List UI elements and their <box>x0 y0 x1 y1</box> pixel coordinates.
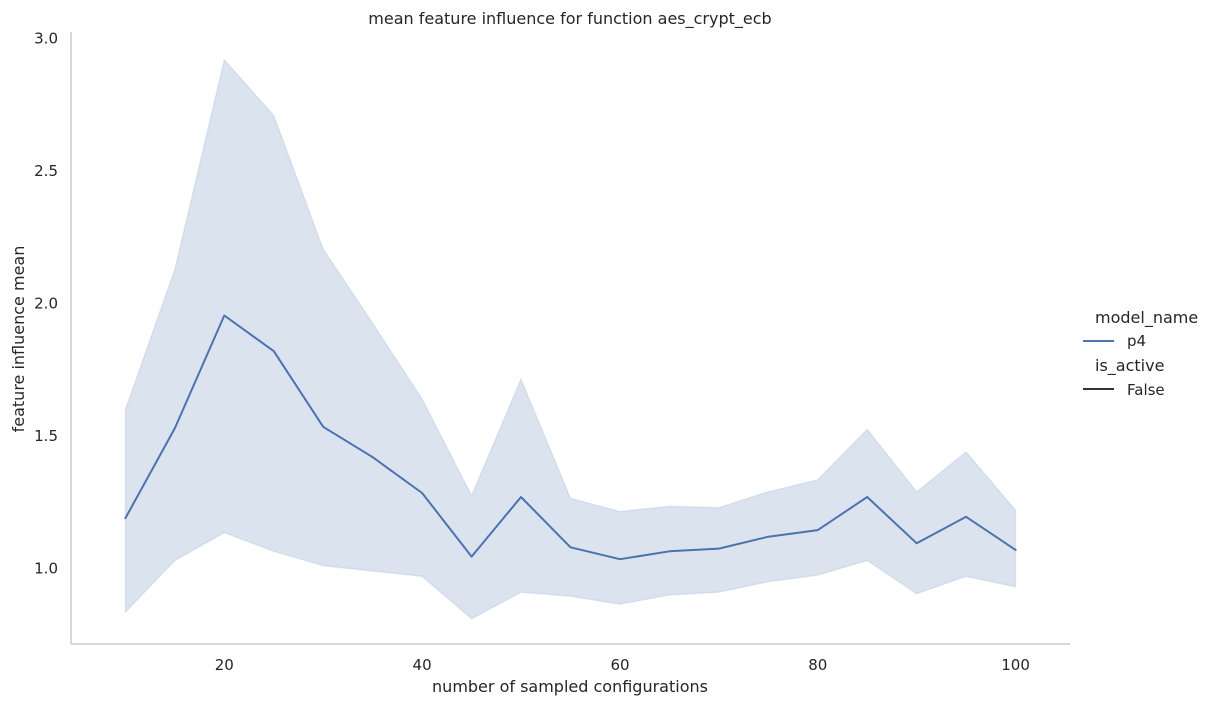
y-axis-label: feature influence mean <box>9 246 28 433</box>
y-tick-label: 2.0 <box>34 295 58 313</box>
legend-label-false: False <box>1127 381 1165 399</box>
data-point <box>568 544 574 550</box>
y-tick-label: 2.5 <box>34 162 58 180</box>
data-point <box>666 548 672 554</box>
legend-label-p4: p4 <box>1127 332 1146 350</box>
data-point <box>963 514 969 520</box>
data-point <box>469 554 475 560</box>
confidence-band <box>124 58 1017 620</box>
chart-title: mean feature influence for function aes_… <box>368 9 771 29</box>
data-point <box>617 556 623 562</box>
plot-area <box>122 58 1019 620</box>
data-point <box>765 534 771 540</box>
data-point <box>914 540 920 546</box>
x-axis-label: number of sampled configurations <box>432 677 708 696</box>
data-point <box>716 546 722 552</box>
y-tick-labels: 1.0 1.5 2.0 2.5 3.0 <box>34 30 58 578</box>
y-tick-label: 1.5 <box>34 427 58 445</box>
data-point <box>864 494 870 500</box>
data-point <box>172 425 178 431</box>
data-point <box>122 515 128 521</box>
data-point <box>221 313 227 319</box>
data-point <box>815 527 821 533</box>
data-point <box>419 490 425 496</box>
x-tick-label: 100 <box>1001 656 1030 674</box>
x-tick-label: 80 <box>808 656 827 674</box>
legend-title-model-name: model_name <box>1095 308 1198 328</box>
data-point <box>1013 547 1019 553</box>
x-tick-label: 40 <box>413 656 432 674</box>
legend: model_name p4 is_active False <box>1083 308 1198 399</box>
data-point <box>271 348 277 354</box>
x-tick-labels: 20 40 60 80 100 <box>215 656 1030 674</box>
data-point <box>370 454 376 460</box>
data-point <box>518 494 524 500</box>
series-line-p4 <box>124 314 1017 561</box>
x-tick-label: 20 <box>215 656 234 674</box>
x-tick-label: 60 <box>610 656 629 674</box>
y-tick-label: 3.0 <box>34 30 58 48</box>
legend-title-is-active: is_active <box>1095 356 1164 376</box>
y-tick-label: 1.0 <box>34 560 58 578</box>
data-point <box>320 424 326 430</box>
